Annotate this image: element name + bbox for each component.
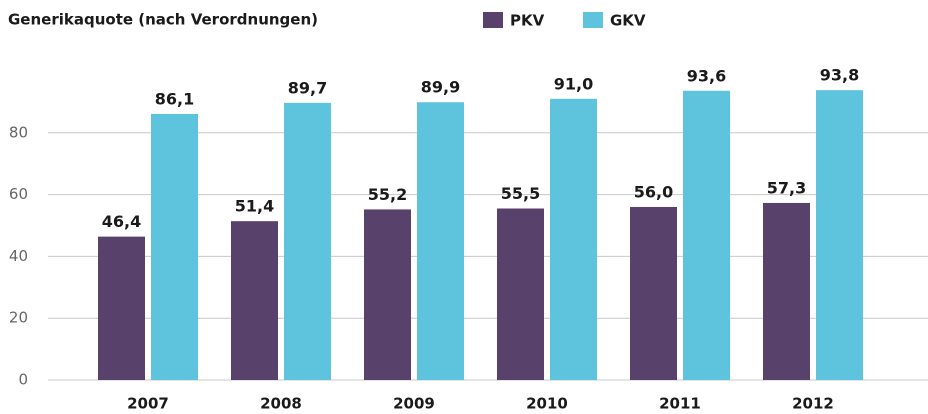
bar — [763, 202, 810, 380]
value-label: 55,2 — [368, 185, 407, 204]
chart-title: Generikaquote (nach Verordnungen) — [8, 11, 318, 29]
value-label: 93,8 — [820, 66, 859, 85]
bar — [284, 102, 331, 381]
x-tick-label: 2009 — [393, 395, 435, 413]
y-tick-label: 40 — [9, 247, 28, 265]
x-tick-label: 2007 — [127, 395, 169, 413]
value-label: 89,7 — [288, 78, 327, 97]
bar — [364, 209, 411, 380]
y-tick-label: 20 — [9, 309, 28, 327]
bar — [98, 236, 145, 380]
value-label: 51,4 — [235, 197, 274, 216]
value-label: 57,3 — [767, 178, 806, 197]
bar — [816, 90, 863, 381]
y-tick-label: 0 — [18, 371, 28, 389]
value-label: 86,1 — [155, 89, 194, 108]
x-tick-label: 2011 — [659, 395, 701, 413]
bar — [683, 90, 730, 380]
bar — [630, 206, 677, 380]
value-label: 46,4 — [102, 212, 141, 231]
bar — [550, 98, 597, 380]
y-tick-label: 60 — [9, 185, 28, 203]
value-label: 55,5 — [501, 184, 540, 203]
y-tick-label: 80 — [9, 123, 28, 141]
value-label: 56,0 — [634, 182, 673, 201]
x-tick-label: 2012 — [792, 395, 834, 413]
value-label: 93,6 — [687, 66, 726, 85]
legend-swatch — [583, 12, 603, 28]
x-tick-label: 2010 — [526, 395, 568, 413]
bar — [151, 113, 198, 381]
bar — [417, 102, 464, 381]
bar — [231, 221, 278, 380]
legend-label: GKV — [610, 12, 646, 30]
legend-swatch — [483, 12, 503, 28]
value-label: 91,0 — [554, 74, 593, 93]
value-label: 89,9 — [421, 78, 460, 97]
legend-label: PKV — [510, 12, 545, 30]
x-tick-label: 2008 — [260, 395, 302, 413]
bar — [497, 208, 544, 380]
